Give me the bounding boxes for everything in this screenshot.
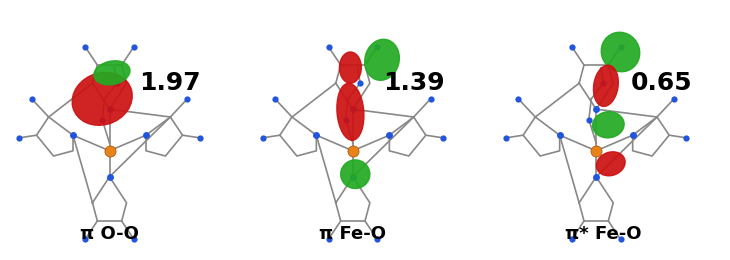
Text: 0.65: 0.65 [631,71,693,95]
Ellipse shape [341,160,370,188]
Ellipse shape [596,152,625,176]
Ellipse shape [593,112,624,138]
Ellipse shape [337,83,364,140]
Text: 1.39: 1.39 [383,71,445,95]
Text: π O-O: π O-O [80,225,139,243]
Ellipse shape [339,52,361,83]
Text: 1.97: 1.97 [139,71,201,95]
Ellipse shape [365,39,399,80]
Ellipse shape [72,72,132,125]
Ellipse shape [593,65,618,106]
Ellipse shape [94,61,130,85]
Ellipse shape [602,32,639,72]
Text: π Fe-O: π Fe-O [319,225,386,243]
Text: π* Fe-O: π* Fe-O [565,225,642,243]
